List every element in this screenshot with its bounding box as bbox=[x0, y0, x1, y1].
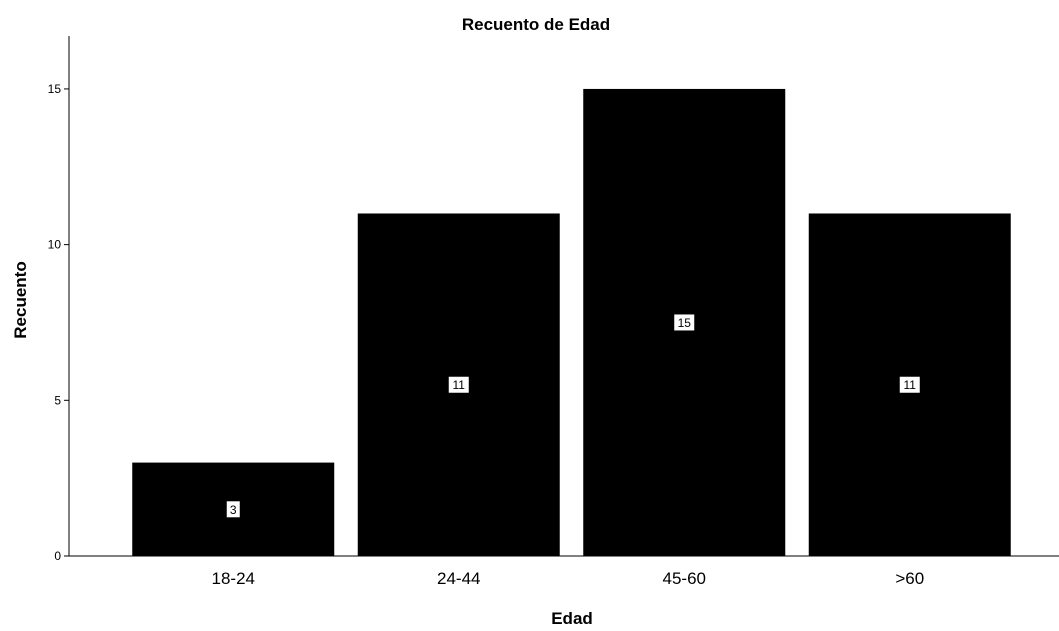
data-labels-group: 3 11 15 11 bbox=[226, 314, 920, 518]
data-label-text: 15 bbox=[678, 316, 692, 330]
y-tick-label: 5 bbox=[54, 393, 61, 407]
bars-group bbox=[132, 88, 1011, 556]
data-label-text: 11 bbox=[453, 378, 466, 392]
y-tick-label: 10 bbox=[48, 238, 62, 252]
x-axis-ticks: 18-24 24-44 45-60 >60 bbox=[212, 569, 925, 588]
x-tick-label: 45-60 bbox=[663, 569, 706, 588]
x-tick-label: >60 bbox=[895, 569, 924, 588]
data-label-box bbox=[674, 314, 695, 331]
chart-title: Recuento de Edad bbox=[462, 15, 610, 34]
data-label: 11 bbox=[899, 376, 920, 393]
data-label: 11 bbox=[448, 376, 469, 393]
data-label: 3 bbox=[226, 501, 240, 518]
y-axis-label: Recuento bbox=[11, 261, 30, 338]
data-label-text: 11 bbox=[904, 378, 917, 392]
data-label: 15 bbox=[674, 314, 695, 331]
data-label-box bbox=[448, 376, 469, 393]
y-tick-label: 15 bbox=[48, 82, 62, 96]
data-label-box bbox=[899, 376, 920, 393]
y-axis-ticks: 0 5 10 15 bbox=[48, 82, 69, 563]
data-label-text: 3 bbox=[230, 503, 237, 517]
x-tick-label: 24-44 bbox=[437, 569, 480, 588]
data-label-box bbox=[226, 501, 240, 518]
x-axis-label: Edad bbox=[551, 609, 593, 626]
y-tick-label: 0 bbox=[54, 549, 61, 563]
x-tick-label: 18-24 bbox=[212, 569, 255, 588]
